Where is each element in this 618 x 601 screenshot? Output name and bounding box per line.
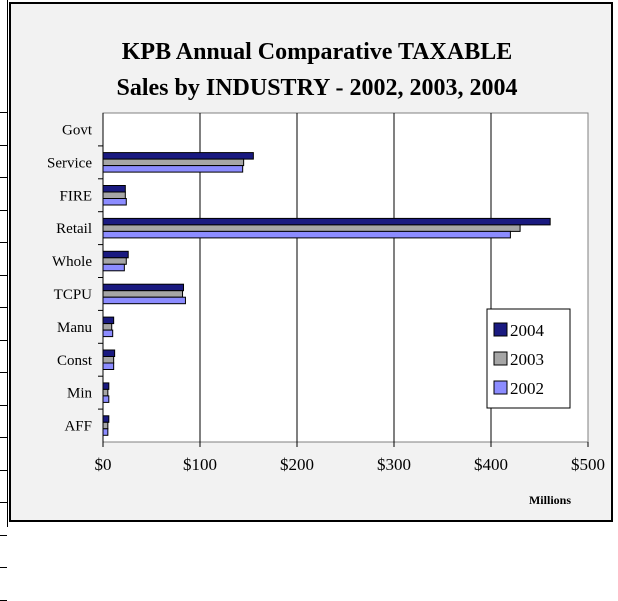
x-tick-label: $0 — [95, 455, 112, 474]
left-strip-line — [0, 404, 7, 406]
left-strip-line — [0, 112, 7, 113]
bar-2003 — [102, 224, 521, 232]
chart-title-line-1: KPB Annual Comparative TAXABLE — [122, 39, 513, 65]
category-label: Min — [67, 386, 93, 402]
bar-2004 — [102, 250, 129, 259]
left-strip-line — [0, 274, 7, 276]
bar-2002 — [102, 362, 115, 370]
x-tick-label: $400 — [474, 455, 508, 474]
bar-2003 — [102, 421, 109, 430]
bar-2002 — [102, 263, 125, 272]
legend-label-2002: 2002 — [510, 379, 544, 398]
x-axis-unit-label: Millions — [529, 493, 571, 507]
x-tick-label: $300 — [377, 455, 411, 474]
chart-title-line-2: Sales by INDUSTRY - 2002, 2003, 2004 — [117, 75, 518, 101]
bar-2003 — [102, 356, 115, 364]
x-tick-label: $100 — [183, 455, 217, 474]
left-strip-line — [0, 177, 7, 178]
category-label: AFF — [64, 419, 92, 435]
x-tick-label: $200 — [280, 455, 314, 474]
legend-label-2004: 2004 — [510, 321, 545, 340]
bar-2003 — [102, 191, 126, 199]
left-strip-line — [0, 599, 7, 601]
x-tick-label: $500 — [571, 455, 605, 474]
chart-frame: KPB Annual Comparative TAXABLE Sales by … — [9, 2, 613, 522]
left-strip-line — [0, 242, 7, 243]
category-label: Const — [57, 353, 93, 369]
left-strip-line — [0, 372, 7, 373]
bar-2004 — [102, 349, 116, 357]
legend-swatch-2002 — [493, 380, 508, 395]
left-strip-line — [0, 307, 7, 308]
bar-2003 — [102, 323, 113, 331]
category-label: Govt — [62, 122, 93, 138]
left-strip-line — [0, 437, 7, 438]
bar-2002 — [102, 329, 114, 338]
bar-2002 — [102, 395, 110, 403]
legend: 2004 2003 2002 — [486, 308, 571, 409]
left-strip-line — [0, 502, 7, 503]
plot-area: $0 $100 $200 $300 $400 $500 Govt Service FIRE Ret… — [47, 112, 605, 474]
legend-swatch-2004 — [493, 322, 508, 337]
left-strip-line — [0, 567, 7, 568]
category-label: Whole — [52, 254, 92, 270]
left-border-strip — [0, 0, 8, 601]
bar-2002 — [102, 198, 127, 206]
legend-swatch-2003 — [493, 351, 508, 366]
bar-chart: KPB Annual Comparative TAXABLE Sales by … — [47, 39, 605, 507]
bar-2002 — [102, 230, 511, 239]
bar-2004 — [102, 152, 254, 160]
left-strip-line — [0, 534, 7, 536]
category-label: FIRE — [59, 188, 92, 204]
bar-2004 — [102, 382, 110, 390]
category-label: TCPU — [54, 287, 93, 303]
bar-2004 — [102, 283, 185, 292]
left-strip-line — [0, 209, 7, 211]
left-strip-line — [0, 339, 7, 341]
legend-label-2003: 2003 — [510, 350, 544, 369]
bar-2003 — [102, 158, 245, 167]
bar-2004 — [102, 316, 115, 325]
bar-2002 — [102, 165, 244, 173]
category-label: Manu — [57, 320, 92, 336]
bar-2003 — [102, 257, 127, 265]
left-strip-line — [0, 144, 7, 146]
left-strip-line — [0, 469, 7, 471]
bar-2003 — [102, 290, 184, 298]
bar-2003 — [102, 388, 109, 397]
bar-2002 — [102, 428, 109, 436]
category-label: Retail — [56, 221, 92, 237]
bar-2004 — [102, 415, 110, 423]
category-label: Service — [47, 155, 92, 171]
bar-2004 — [102, 185, 126, 193]
bar-2002 — [102, 296, 186, 305]
bar-2004 — [102, 217, 551, 226]
